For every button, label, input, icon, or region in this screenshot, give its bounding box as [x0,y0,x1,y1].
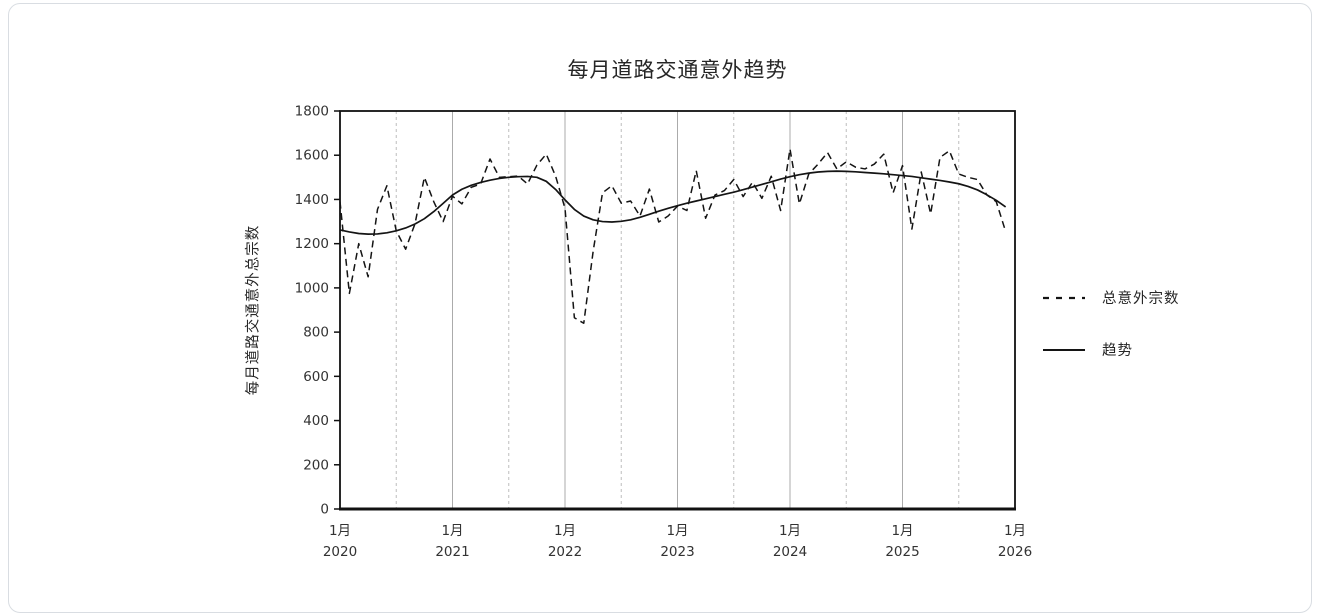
x-tick-label-month: 1月 [891,523,913,539]
dashed-line-marker [1043,296,1085,299]
y-tick-label: 1000 [295,280,329,296]
solid-line-marker [1043,348,1085,351]
y-axis-title: 每月道路交通意外总宗数 [245,224,262,396]
x-tick-label-year: 2022 [548,544,582,560]
x-tick-label-year: 2020 [323,544,357,560]
y-tick-label: 1200 [295,236,329,252]
y-tick-label: 400 [303,413,329,429]
x-tick-label-year: 2025 [885,544,919,560]
x-tick-label-month: 1月 [441,523,463,539]
legend-item-total: 总意外宗数 [1042,287,1180,308]
x-tick-label-month: 1月 [779,523,801,539]
series-trend-line [339,170,1007,236]
x-tick-label-month: 1月 [554,523,576,539]
y-tick-label: 600 [303,369,329,385]
series-total-line [339,148,1007,325]
x-tick-label-year: 2023 [660,544,694,560]
x-tick-label-month: 1月 [666,523,688,539]
x-tick-label-year: 2024 [773,544,807,560]
x-tick-label-month: 1月 [1004,523,1026,539]
chart-title: 每月道路交通意外趋势 [567,58,788,82]
x-tick-label-month: 1月 [329,523,351,539]
y-tick-label: 200 [303,457,329,473]
chart-plot: 0 200 400 600 800 1000 1200 1400 1600 1800 1月 2020 1… [295,104,1033,561]
legend-label-total: 总意外宗数 [1102,291,1180,307]
y-tick-label: 1400 [295,192,329,208]
legend-item-trend: 趋势 [1042,339,1180,360]
y-tick-label: 0 [320,502,329,518]
legend-label-trend: 趋势 [1102,343,1133,359]
y-tick-label: 800 [303,325,329,341]
y-tick-label: 1600 [295,148,329,164]
legend: 总意外宗数 趋势 [1042,287,1180,360]
x-tick-label-year: 2026 [998,544,1032,560]
x-tick-label-year: 2021 [435,544,469,560]
y-tick-label: 1800 [295,104,329,120]
chart-card: 每月道路交通意外趋势 每月道路交通意外总宗数 0 200 400 600 800 1000… [8,3,1312,613]
